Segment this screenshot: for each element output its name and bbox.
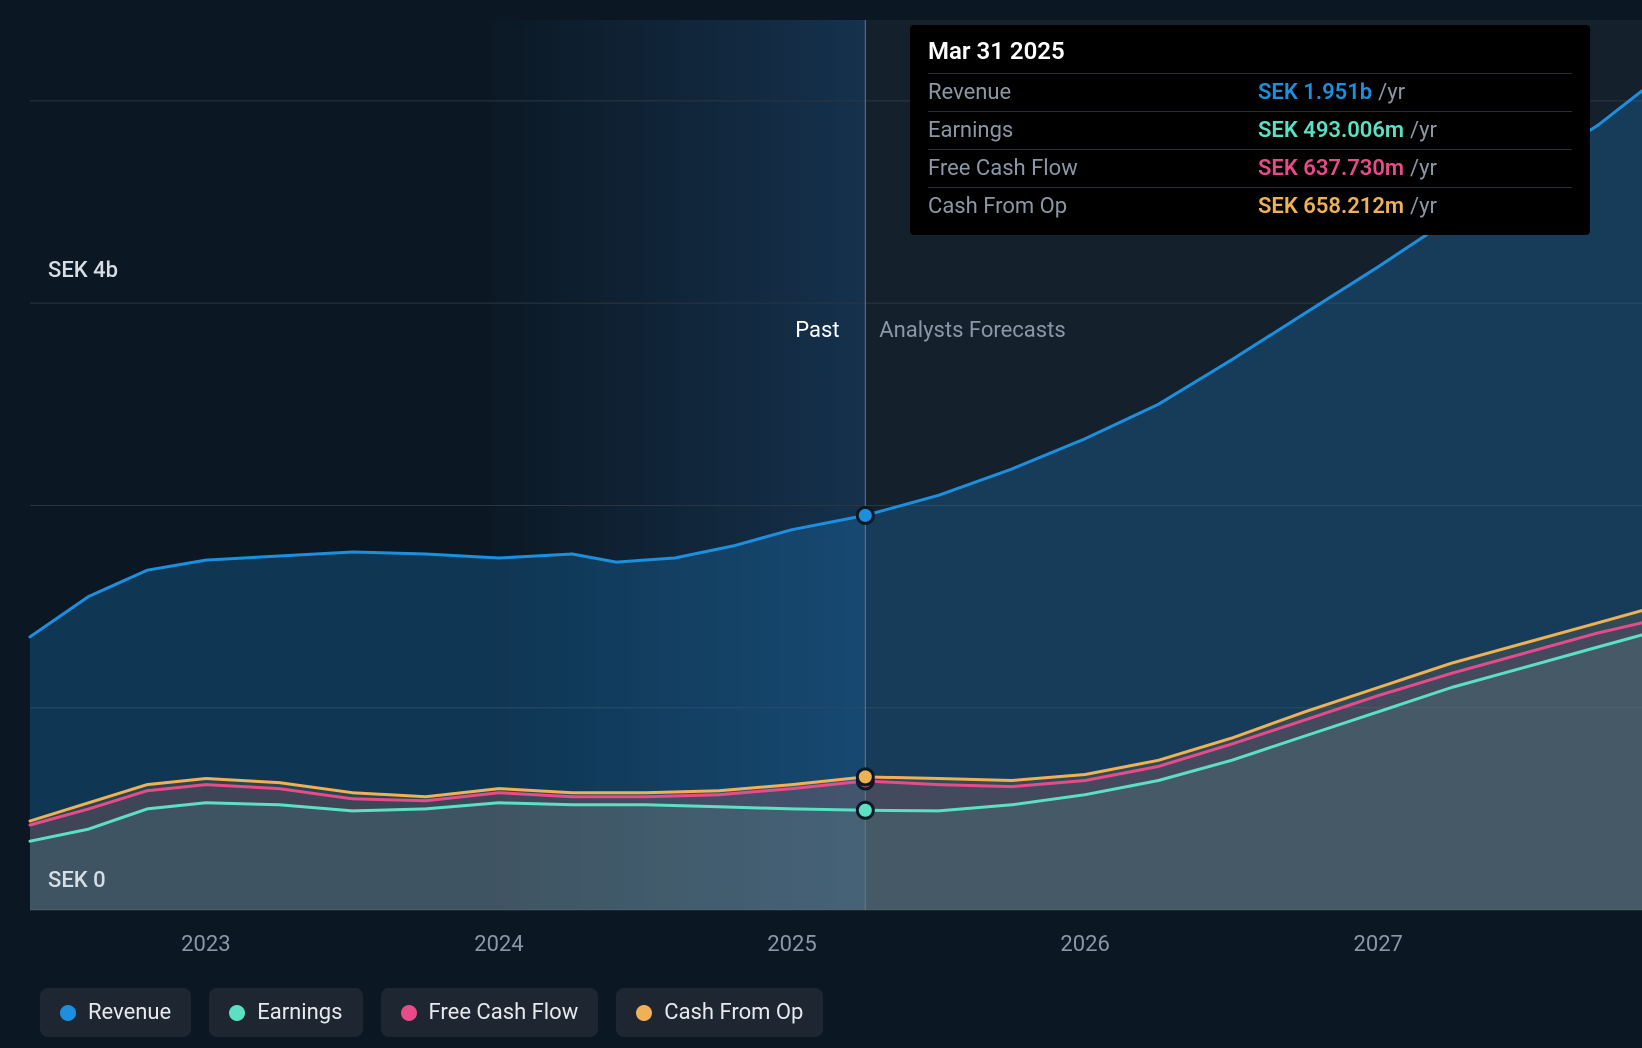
legend-dot-icon	[60, 1005, 76, 1021]
legend-toggle-earnings[interactable]: Earnings	[209, 988, 362, 1037]
legend-label: Free Cash Flow	[429, 1000, 579, 1025]
tooltip-row: RevenueSEK 1.951b/yr	[928, 73, 1572, 111]
chart-legend: Revenue Earnings Free Cash Flow Cash From O…	[40, 988, 823, 1037]
legend-toggle-cash_from_op[interactable]: Cash From Op	[616, 988, 823, 1037]
legend-dot-icon	[636, 1005, 652, 1021]
legend-label: Revenue	[88, 1000, 171, 1025]
section-label-past: Past	[795, 318, 839, 343]
tooltip-metric-unit: /yr	[1410, 194, 1437, 219]
legend-toggle-revenue[interactable]: Revenue	[40, 988, 191, 1037]
tooltip-metric-value: SEK 658.212m	[1258, 194, 1404, 219]
tooltip-metric-name: Free Cash Flow	[928, 156, 1258, 181]
tooltip-metric-value: SEK 637.730m	[1258, 156, 1404, 181]
chart-marker-cash_from_op	[857, 769, 873, 785]
chart-marker-earnings	[857, 802, 873, 818]
tooltip-metric-value: SEK 493.006m	[1258, 118, 1404, 143]
section-label-forecast: Analysts Forecasts	[879, 318, 1065, 343]
tooltip-metric-unit: /yr	[1410, 156, 1437, 181]
x-axis-label: 2023	[181, 932, 230, 957]
x-axis-label: 2024	[474, 932, 523, 957]
tooltip-row: Cash From OpSEK 658.212m/yr	[928, 187, 1572, 225]
tooltip-metric-name: Cash From Op	[928, 194, 1258, 219]
x-axis-label: 2027	[1353, 932, 1402, 957]
tooltip-metric-name: Earnings	[928, 118, 1258, 143]
tooltip-metric-name: Revenue	[928, 80, 1258, 105]
chart-marker-revenue	[857, 507, 873, 523]
tooltip-metric-value: SEK 1.951b	[1258, 80, 1372, 105]
legend-toggle-free_cash_flow[interactable]: Free Cash Flow	[381, 988, 599, 1037]
x-axis-label: 2025	[767, 932, 816, 957]
tooltip-date: Mar 31 2025	[928, 37, 1572, 73]
tooltip-metric-unit: /yr	[1378, 80, 1405, 105]
x-axis-label: 2026	[1060, 932, 1109, 957]
y-axis-label: SEK 4b	[48, 258, 118, 283]
legend-label: Cash From Op	[664, 1000, 803, 1025]
tooltip-row: Free Cash FlowSEK 637.730m/yr	[928, 149, 1572, 187]
legend-dot-icon	[229, 1005, 245, 1021]
legend-label: Earnings	[257, 1000, 342, 1025]
chart-tooltip: Mar 31 2025 RevenueSEK 1.951b/yrEarnings…	[910, 25, 1590, 235]
legend-dot-icon	[401, 1005, 417, 1021]
y-axis-label: SEK 0	[48, 868, 106, 893]
financial-forecast-chart[interactable]: SEK 4b SEK 0 2023 2024 2025 2026 2027 Past An…	[0, 0, 1642, 1048]
tooltip-row: EarningsSEK 493.006m/yr	[928, 111, 1572, 149]
tooltip-metric-unit: /yr	[1410, 118, 1437, 143]
